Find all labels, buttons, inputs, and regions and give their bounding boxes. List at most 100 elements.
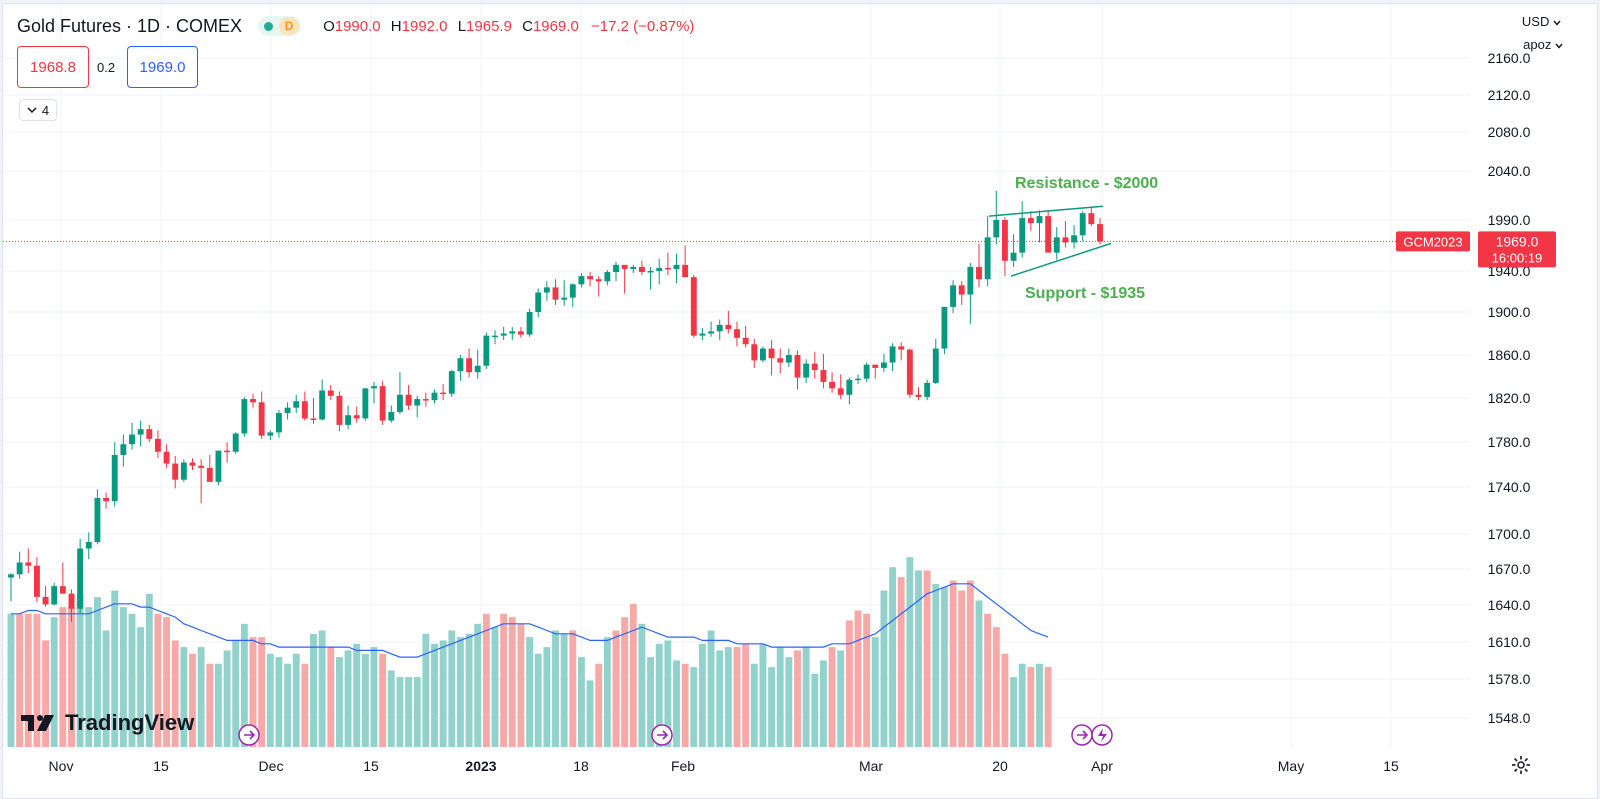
candle-body xyxy=(1097,224,1103,242)
volume-bar xyxy=(370,647,378,747)
volume-bar xyxy=(690,667,698,747)
price-tick-label: 1670.0 xyxy=(1488,561,1531,577)
candle-body xyxy=(353,415,360,419)
chart-settings-button[interactable] xyxy=(1511,755,1531,781)
event-marker xyxy=(1071,724,1093,746)
price-tick-label: 1610.0 xyxy=(1488,634,1531,650)
candle-body xyxy=(284,407,291,414)
volume-bar xyxy=(240,623,248,747)
resistance-trendline xyxy=(988,205,1104,217)
currency-selector[interactable]: USD xyxy=(1522,14,1561,29)
buy-button[interactable]: 1969.0 xyxy=(127,46,198,88)
volume-bar xyxy=(145,593,153,747)
candle xyxy=(829,372,836,393)
volume-bar xyxy=(923,570,931,747)
price-tick-label: 1860.0 xyxy=(1488,347,1531,363)
volume-bar xyxy=(526,637,534,747)
candle xyxy=(379,380,386,425)
candle xyxy=(137,420,144,447)
candle-body xyxy=(327,390,334,396)
tradingview-logo-icon xyxy=(21,715,54,731)
candle xyxy=(431,389,438,404)
volume-bar xyxy=(863,613,871,747)
scale-mode-selector[interactable]: apoz xyxy=(1523,37,1563,52)
interval-badge: D xyxy=(279,17,300,35)
resistance-label: Resistance - $2000 xyxy=(1015,175,1158,192)
volume-ma-line xyxy=(11,583,1049,658)
volume-bar xyxy=(387,670,395,747)
candle-body xyxy=(734,329,740,338)
candle-body xyxy=(180,462,187,480)
lightning-icon xyxy=(1098,728,1107,742)
candle xyxy=(725,310,732,334)
high-value: 1992.0 xyxy=(401,17,448,35)
candle-body xyxy=(59,586,66,594)
candle xyxy=(284,402,291,420)
symbol-title[interactable]: Gold Futures · 1D · COMEX xyxy=(17,15,243,36)
candle xyxy=(941,306,948,354)
volume-bar xyxy=(275,657,283,747)
tradingview-logo[interactable]: TradingView xyxy=(21,710,194,736)
candle xyxy=(440,384,447,401)
candle-body xyxy=(880,362,887,368)
candle xyxy=(414,395,421,418)
volume-bar xyxy=(361,653,369,747)
volume-bar xyxy=(776,647,784,747)
candle-body xyxy=(94,497,101,543)
candle-body xyxy=(829,381,836,389)
candle-body xyxy=(976,266,982,280)
candle xyxy=(1036,210,1043,243)
candle-body xyxy=(319,390,326,420)
volume-bar xyxy=(802,647,810,747)
volume-ma-line xyxy=(11,583,1049,658)
volume-bar xyxy=(975,600,983,747)
volume-bar xyxy=(759,643,767,747)
candle xyxy=(708,321,715,337)
candle xyxy=(457,355,464,381)
open-label: O xyxy=(323,17,335,35)
market-status-pill[interactable]: D xyxy=(258,16,302,36)
chart-canvas[interactable]: Resistance - $2000 Support - $1935 2160.0… xyxy=(3,4,1598,799)
close-label: C xyxy=(522,17,533,35)
candle-body xyxy=(33,565,40,597)
chevron-down-icon xyxy=(1555,43,1563,49)
candle xyxy=(630,264,637,274)
volume-bar xyxy=(906,557,914,747)
candle-body xyxy=(1045,216,1052,253)
volume-bar xyxy=(966,580,974,747)
candle-body xyxy=(535,292,542,312)
candle-body xyxy=(310,418,317,420)
indicators-toggle-button[interactable]: 4 xyxy=(19,99,57,121)
grid-lines xyxy=(3,4,1470,747)
event-marker xyxy=(651,724,673,746)
candle xyxy=(950,280,957,314)
candle xyxy=(1045,210,1052,253)
candle-body xyxy=(768,348,775,359)
candle xyxy=(863,362,870,382)
candle xyxy=(422,392,429,407)
volume-bar xyxy=(552,630,559,747)
candle-body xyxy=(241,399,248,434)
candle-body xyxy=(526,312,533,335)
candle-body xyxy=(742,337,749,345)
volume-bar xyxy=(940,587,948,747)
chart-widget: Resistance - $2000 Support - $1935 2160.0… xyxy=(2,3,1598,799)
candle xyxy=(492,330,498,345)
volume-bar xyxy=(681,663,689,747)
candle-body xyxy=(1010,252,1017,261)
candle xyxy=(509,327,516,340)
candle-body xyxy=(362,388,369,419)
volume-bar xyxy=(1001,653,1009,747)
volume-bars xyxy=(7,557,1052,747)
candle-body xyxy=(846,379,853,395)
candle xyxy=(915,387,922,401)
volume-bar xyxy=(724,647,732,747)
candle xyxy=(690,275,697,338)
chevron-down-icon xyxy=(27,107,37,114)
volume-bar xyxy=(897,577,905,747)
volume-bar xyxy=(482,613,490,747)
volume-bar xyxy=(33,613,41,747)
sell-button[interactable]: 1968.8 xyxy=(17,46,89,88)
candle-body xyxy=(647,271,654,273)
candle xyxy=(803,359,810,383)
